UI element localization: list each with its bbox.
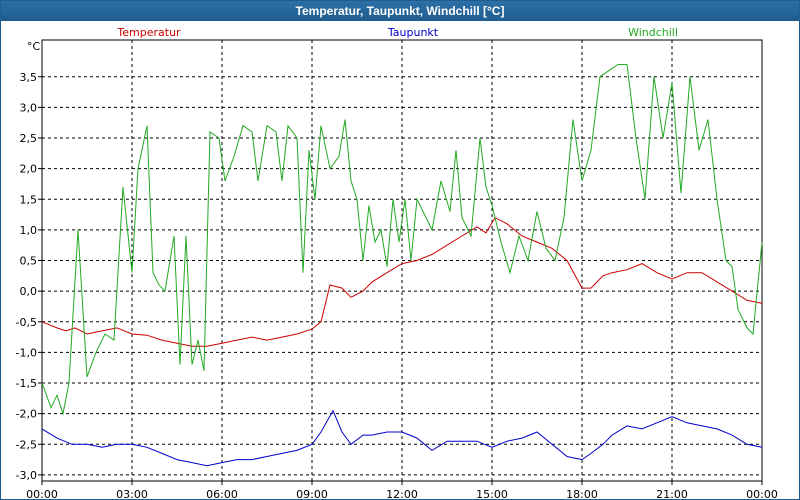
grid-lines (38, 40, 763, 485)
series-line-taupunkt (41, 409, 763, 467)
x-tick-time-label: 06:00 (206, 488, 238, 499)
y-tick-label: 3,0 (20, 101, 38, 114)
legend: Temperatur Taupunkt Windchill (116, 26, 678, 39)
y-tick-label: 1,0 (20, 224, 38, 237)
y-tick-label: 2,0 (20, 163, 38, 176)
y-tick-label: -2,5 (16, 438, 37, 451)
series-line-temperatur (41, 216, 763, 347)
legend-entry-temperatur: Temperatur (116, 26, 181, 39)
series-line-windchill (41, 64, 763, 416)
x-tick-time-label: 00:00 (26, 488, 58, 499)
x-tick-time-label: 21:00 (656, 488, 688, 499)
y-tick-label: -1,5 (16, 377, 37, 390)
x-tick-time-label: 03:00 (116, 488, 148, 499)
x-tick-time-label: 00:00 (746, 488, 778, 499)
y-tick-label: 0,0 (20, 285, 38, 298)
chart-title: Temperatur, Taupunkt, Windchill [°C] (1, 1, 799, 21)
x-tick-time-label: 12:00 (386, 488, 418, 499)
y-tick-label: 0,5 (20, 255, 38, 268)
legend-entry-windchill: Windchill (628, 26, 678, 39)
x-axis-tick-labels: 00:0022.01.1303:0022.01.1306:0022.01.130… (26, 488, 778, 499)
x-tick-time-label: 15:00 (476, 488, 508, 499)
line-chart: °C -3,0 -2,5 -2,0 -1,5 -1,0 -0,5 0,0 0,5 1,0 1,5 2… (16, 26, 778, 499)
legend-entry-taupunkt: Taupunkt (387, 26, 439, 39)
y-tick-label: 3,5 (20, 71, 38, 84)
y-tick-label: -0,5 (16, 316, 37, 329)
y-axis-tick-labels: -3,0 -2,5 -2,0 -1,5 -1,0 -0,5 0,0 0,5 1,0 1,5 2,0 2… (16, 71, 37, 482)
x-tick-time-label: 18:00 (566, 488, 598, 499)
y-tick-label: -2,0 (16, 408, 37, 421)
y-tick-label: -3,0 (16, 469, 37, 482)
x-tick-time-label: 09:00 (296, 488, 328, 499)
y-tick-label: -1,0 (16, 346, 37, 359)
y-tick-label: 2,5 (20, 132, 38, 145)
y-axis-unit-label: °C (27, 40, 41, 53)
y-tick-label: 1,5 (20, 193, 38, 206)
series-lines (41, 64, 763, 467)
